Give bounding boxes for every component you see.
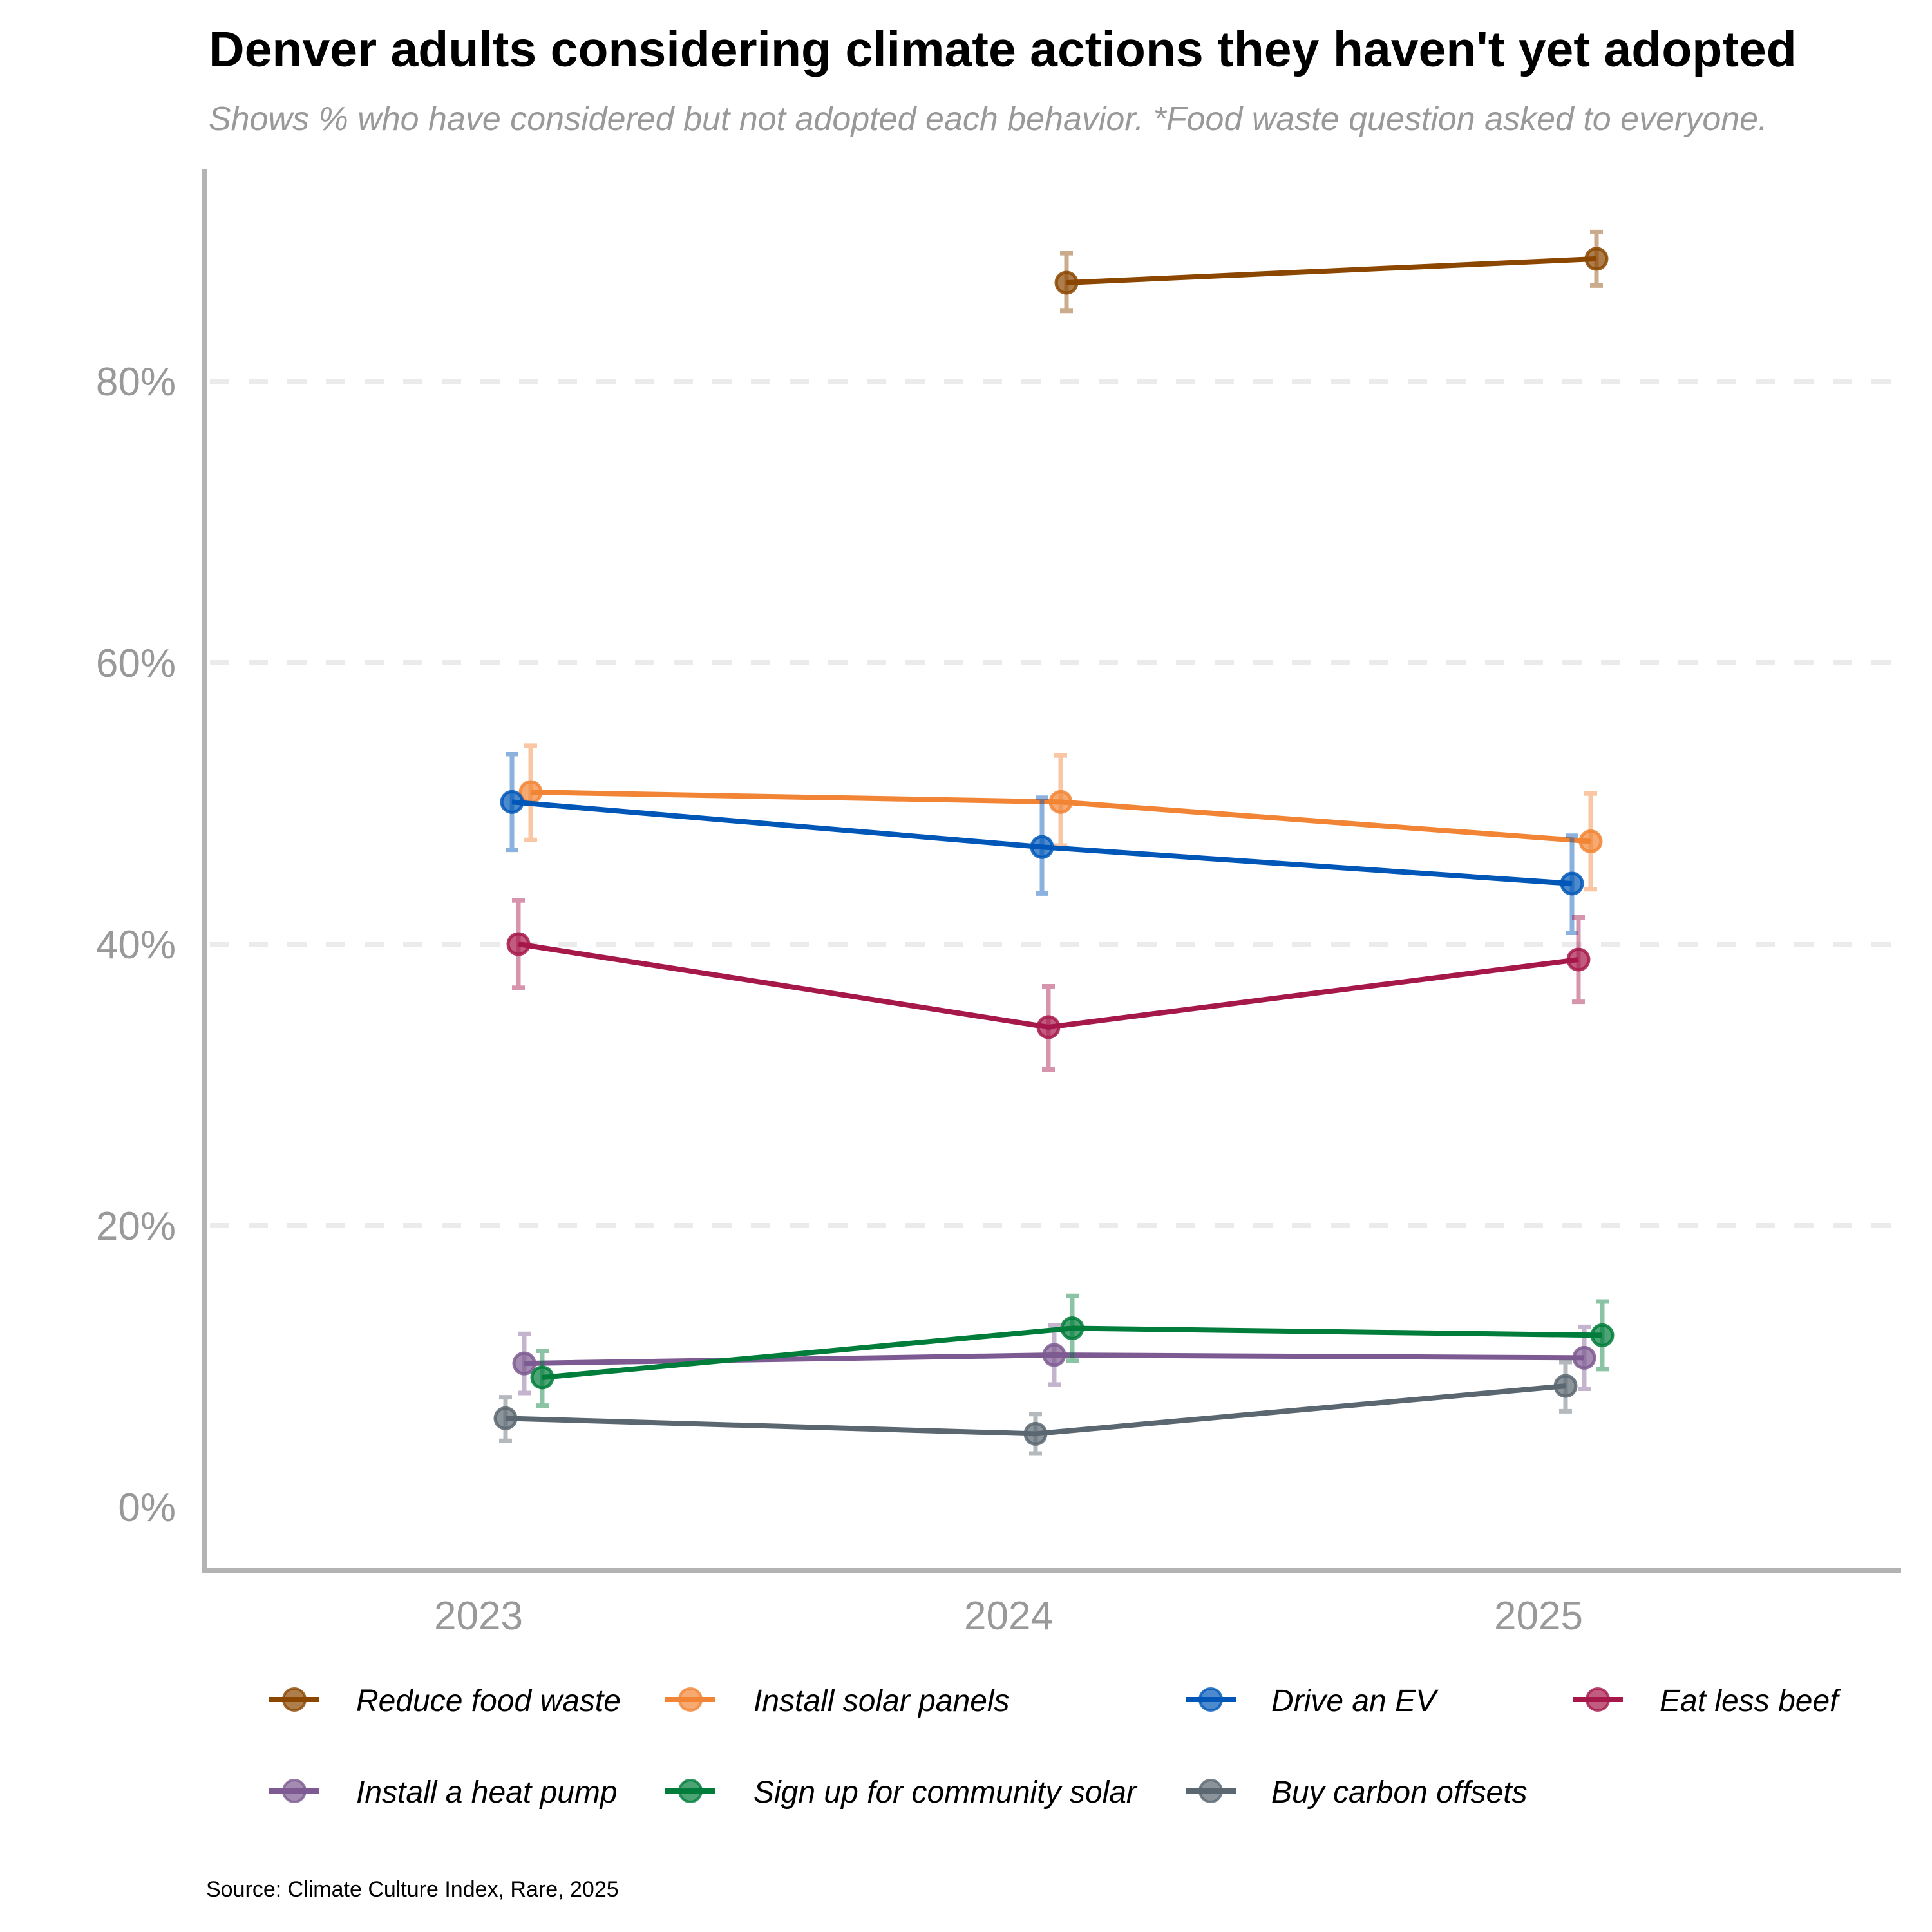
y-tick-label: 80% — [96, 360, 176, 404]
series-drive-an-ev — [500, 752, 1584, 936]
data-point — [1030, 835, 1054, 859]
y-tick-label: 60% — [96, 641, 176, 686]
y-tick-label: 0% — [118, 1486, 176, 1530]
legend-label: Buy carbon offsets — [1271, 1776, 1528, 1810]
gridlines — [210, 379, 1901, 1228]
data-point — [1578, 829, 1603, 853]
data-point — [506, 932, 531, 956]
source-note: Source: Climate Culture Index, Rare, 202… — [206, 1877, 619, 1902]
series-install-solar-panels — [518, 743, 1603, 892]
data-point — [1566, 947, 1591, 972]
legend-item: Drive an EV — [1186, 1684, 1439, 1718]
legend-key-icon — [269, 1779, 319, 1803]
legend-item: Install a heat pump — [269, 1776, 618, 1810]
x-tick-label: 2024 — [964, 1594, 1053, 1638]
data-point — [530, 1365, 554, 1390]
series-eat-less-beef — [506, 898, 1591, 1072]
legend-key-icon — [1186, 1779, 1236, 1803]
legend-label: Eat less beef — [1660, 1684, 1841, 1718]
legend-key-icon — [665, 1779, 715, 1803]
legend: Reduce food waste Install solar panels Dri… — [269, 1684, 1841, 1810]
chart-title: Denver adults considering climate action… — [209, 22, 1797, 77]
data-point — [1572, 1345, 1596, 1370]
legend-item: Sign up for community solar — [665, 1776, 1138, 1810]
legend-item: Buy carbon offsets — [1186, 1776, 1528, 1810]
data-point — [1584, 247, 1609, 271]
series-buy-carbon-offsets — [493, 1359, 1578, 1456]
data-point — [1042, 1343, 1066, 1367]
legend-key-icon — [1573, 1687, 1623, 1712]
series-sign-up-for-community-solar — [530, 1293, 1615, 1408]
data-point — [1036, 1015, 1061, 1039]
series-reduce-food-waste — [1054, 229, 1609, 314]
y-tick-label: 40% — [96, 923, 176, 967]
legend-key-icon — [269, 1687, 319, 1712]
chart-subtitle: Shows % who have considered but not adop… — [209, 100, 1768, 138]
x-tick-label: 2025 — [1494, 1594, 1583, 1638]
series-layer — [493, 229, 1615, 1456]
data-point — [500, 790, 524, 814]
legend-label: Install a heat pump — [356, 1776, 618, 1810]
data-point — [493, 1406, 518, 1430]
data-point — [1054, 270, 1079, 295]
data-point — [512, 1351, 536, 1376]
data-point — [1048, 790, 1073, 814]
x-axis-ticks: 2023 2024 2025 — [434, 1594, 1583, 1638]
y-axis-ticks: 0% 20% 40% 60% 80% — [96, 360, 176, 1530]
data-point — [1590, 1323, 1615, 1347]
series-line — [1066, 256, 1597, 286]
legend-item: Eat less beef — [1573, 1684, 1841, 1718]
legend-label: Drive an EV — [1271, 1684, 1439, 1718]
x-tick-label: 2023 — [434, 1594, 523, 1638]
y-tick-label: 20% — [96, 1204, 176, 1249]
legend-key-icon — [665, 1687, 715, 1712]
legend-item: Reduce food waste — [269, 1684, 621, 1718]
legend-label: Install solar panels — [753, 1684, 1010, 1718]
legend-item: Install solar panels — [665, 1684, 1010, 1718]
legend-label: Reduce food waste — [356, 1684, 621, 1718]
legend-label: Sign up for community solar — [753, 1776, 1138, 1810]
data-point — [1553, 1374, 1578, 1398]
data-point — [1560, 871, 1584, 896]
data-point — [1023, 1421, 1048, 1446]
legend-key-icon — [1186, 1687, 1236, 1712]
data-point — [1060, 1316, 1084, 1341]
